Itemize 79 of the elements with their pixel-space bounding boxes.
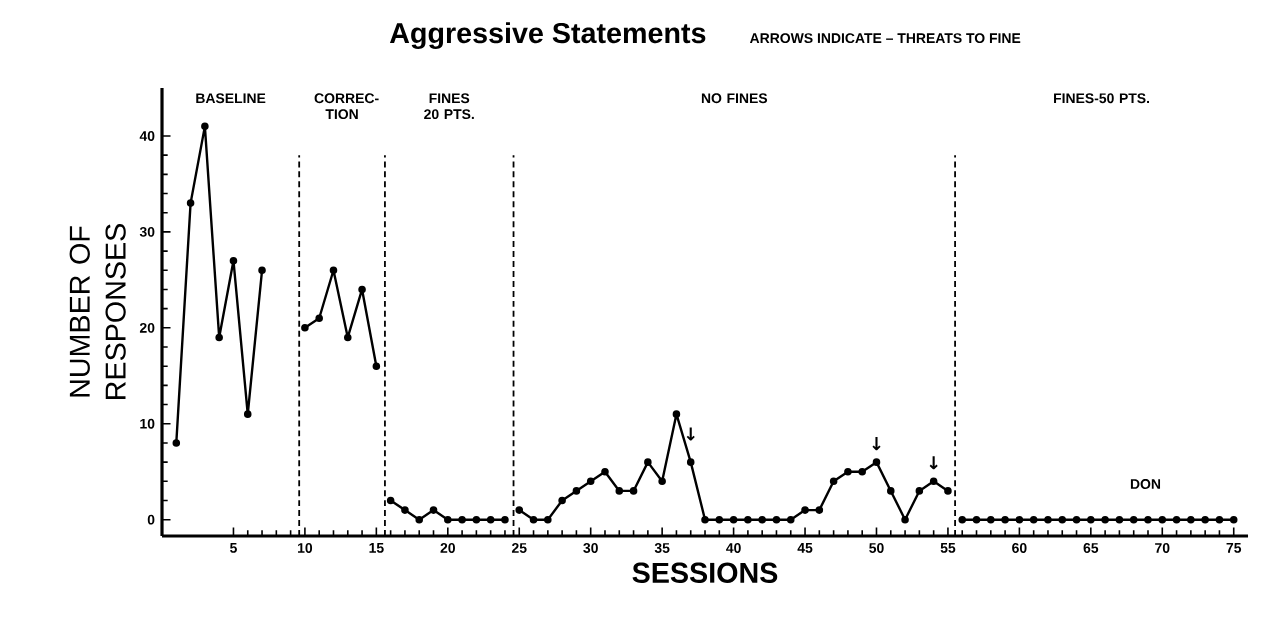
point <box>1115 515 1124 524</box>
point <box>772 515 781 524</box>
point <box>844 467 852 476</box>
chart-title: Aggressive Statements <box>389 22 706 50</box>
point <box>729 515 738 524</box>
point <box>1129 515 1138 524</box>
point <box>701 515 709 524</box>
point <box>472 515 481 524</box>
point <box>358 285 366 294</box>
point <box>1044 515 1052 524</box>
point <box>315 314 323 323</box>
point <box>886 487 895 495</box>
point <box>1144 515 1152 524</box>
point <box>1072 515 1081 524</box>
point <box>329 266 338 275</box>
point <box>429 506 438 514</box>
point <box>544 515 552 524</box>
point <box>672 410 681 418</box>
point <box>529 515 538 524</box>
point <box>486 515 495 524</box>
point <box>458 515 466 524</box>
point <box>958 515 967 524</box>
point <box>715 515 724 524</box>
point <box>615 487 624 495</box>
point <box>929 477 938 486</box>
point <box>944 487 952 495</box>
y-axis-title: NUMBER OF RESPONSES <box>69 224 126 399</box>
point <box>243 410 252 418</box>
point <box>1058 515 1067 524</box>
point <box>901 515 909 524</box>
point <box>987 515 995 524</box>
point <box>644 458 652 466</box>
point <box>201 122 209 131</box>
point <box>786 515 795 524</box>
point <box>386 496 395 505</box>
point <box>558 496 566 505</box>
point <box>215 333 223 342</box>
point <box>444 515 452 524</box>
point <box>501 515 509 524</box>
point <box>801 506 809 514</box>
point <box>658 477 666 486</box>
point <box>258 266 266 275</box>
point <box>744 515 752 524</box>
point <box>172 439 181 447</box>
point <box>1158 515 1167 524</box>
point <box>372 362 381 370</box>
point <box>1015 515 1024 524</box>
point <box>872 458 881 466</box>
point <box>186 199 195 207</box>
point <box>229 256 238 265</box>
point <box>1187 515 1195 524</box>
point <box>915 487 924 495</box>
point <box>586 477 595 486</box>
point <box>1215 515 1224 524</box>
point <box>1229 515 1238 524</box>
point <box>829 477 838 486</box>
point <box>301 324 309 332</box>
point <box>1029 515 1038 524</box>
point <box>629 487 638 495</box>
point <box>415 515 424 524</box>
point <box>1172 515 1181 524</box>
point <box>815 506 824 514</box>
point <box>858 467 866 476</box>
point <box>1001 515 1009 524</box>
point <box>343 333 352 342</box>
point <box>758 515 766 524</box>
point <box>1101 515 1109 524</box>
annotation: ↓ <box>686 427 695 441</box>
point <box>972 515 981 524</box>
point <box>1087 515 1095 524</box>
point <box>1201 515 1209 524</box>
point <box>515 506 524 514</box>
annotation: ↓ <box>929 456 938 470</box>
x-axis-title: SESSIONS <box>632 562 778 583</box>
point <box>601 467 609 476</box>
point <box>572 487 581 495</box>
annotation: ↓ <box>872 437 881 451</box>
point <box>401 506 409 514</box>
point <box>686 458 695 466</box>
